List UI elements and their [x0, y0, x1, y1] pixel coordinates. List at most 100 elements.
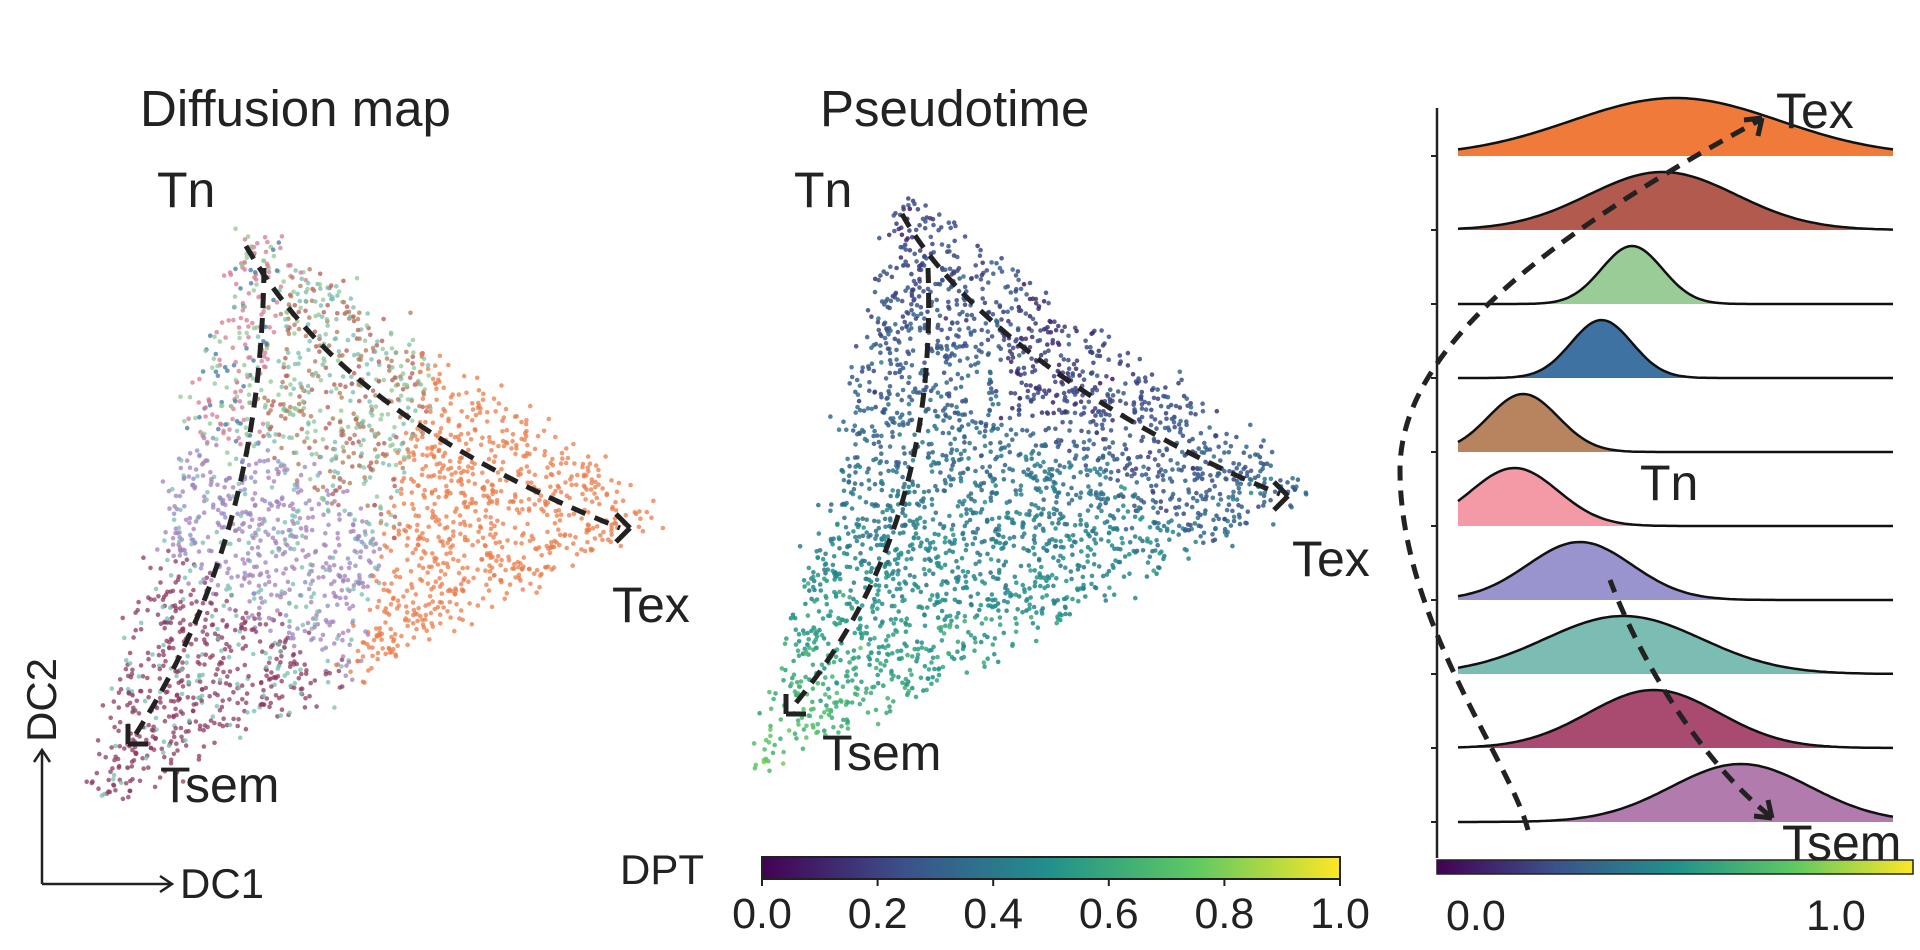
scatter-point — [341, 299, 347, 305]
scatter-point — [208, 718, 214, 723]
scatter-point — [378, 511, 384, 517]
scatter-point — [929, 463, 934, 468]
scatter-point — [458, 521, 463, 527]
scatter-point — [890, 576, 896, 582]
scatter-point — [278, 713, 284, 718]
scatter-point — [325, 404, 331, 410]
scatter-point — [213, 369, 219, 375]
scatter-point — [952, 436, 958, 442]
scatter-point — [546, 416, 552, 422]
scatter-point — [222, 647, 228, 652]
scatter-point — [196, 753, 202, 759]
scatter-point — [525, 521, 530, 527]
scatter-point — [264, 664, 269, 670]
scatter-point — [869, 424, 875, 429]
scatter-point — [855, 686, 860, 692]
scatter-point — [900, 474, 905, 480]
scatter-point — [1271, 522, 1276, 527]
scatter-point — [202, 662, 207, 667]
scatter-point — [388, 443, 393, 449]
scatter-point — [413, 444, 419, 449]
scatter-point — [187, 465, 193, 471]
scatter-point — [288, 382, 293, 387]
scatter-point — [480, 535, 486, 541]
scatter-point — [268, 628, 273, 634]
scatter-point — [896, 674, 901, 680]
scatter-point — [112, 724, 117, 730]
scatter-point — [1071, 361, 1077, 367]
scatter-point — [418, 369, 423, 375]
scatter-point — [1041, 497, 1046, 503]
scatter-point — [1288, 503, 1293, 508]
scatter-point — [883, 583, 889, 589]
scatter-point — [111, 783, 117, 788]
scatter-point — [318, 303, 324, 308]
scatter-point — [268, 379, 274, 384]
scatter-point — [805, 613, 811, 618]
scatter-point — [1121, 391, 1126, 396]
scatter-point — [344, 440, 349, 446]
scatter-point — [375, 650, 381, 656]
scatter-point — [1033, 443, 1039, 448]
scatter-point — [1046, 388, 1052, 393]
scatter-point — [905, 236, 910, 241]
scatter-point — [210, 714, 216, 719]
scatter-point — [1056, 521, 1061, 526]
scatter-point — [210, 365, 215, 371]
scatter-point — [498, 488, 504, 494]
scatter-point — [405, 358, 410, 363]
scatter-point — [286, 263, 291, 268]
scatter-point — [1042, 388, 1047, 394]
scatter-point — [173, 706, 178, 712]
scatter-point — [900, 507, 906, 512]
scatter-point — [239, 683, 245, 688]
scatter-point — [123, 658, 129, 663]
scatter-point — [348, 398, 353, 404]
scatter-point — [558, 512, 564, 517]
scatter-point — [899, 618, 904, 623]
scatter-point — [529, 480, 534, 486]
scatter-point — [368, 460, 374, 466]
scatter-point — [961, 274, 966, 279]
scatter-point — [352, 432, 357, 438]
scatter-point — [376, 431, 381, 436]
scatter-point — [613, 499, 618, 505]
scatter-point — [473, 500, 479, 506]
scatter-point — [939, 638, 945, 643]
scatter-point — [421, 392, 427, 397]
scatter-point — [1085, 508, 1091, 513]
scatter-point — [283, 317, 288, 322]
scatter-point — [351, 370, 357, 376]
scatter-point — [574, 552, 580, 557]
scatter-point — [869, 314, 874, 320]
scatter-point — [226, 475, 232, 481]
scatter-point — [857, 701, 863, 707]
scatter-point — [215, 363, 220, 369]
scatter-point — [217, 708, 223, 713]
scatter-point — [814, 634, 820, 639]
scatter-point — [934, 487, 940, 493]
scatter-point — [369, 357, 374, 362]
scatter-point — [898, 550, 904, 556]
scatter-point — [466, 447, 471, 453]
scatter-point — [810, 662, 816, 668]
scatter-point — [267, 501, 273, 506]
scatter-point — [205, 439, 210, 445]
scatter-point — [1056, 362, 1062, 368]
scatter-point — [239, 583, 245, 588]
scatter-point — [153, 736, 158, 742]
scatter-point — [999, 546, 1004, 551]
scatter-point — [997, 615, 1003, 620]
scatter-point — [1049, 572, 1055, 578]
scatter-point — [911, 519, 916, 525]
scatter-point — [342, 508, 348, 514]
scatter-point — [1086, 429, 1091, 435]
scatter-point — [209, 601, 214, 606]
scatter-point — [1054, 392, 1060, 398]
scatter-point — [218, 403, 224, 409]
scatter-point — [879, 360, 884, 365]
scatter-point — [1222, 530, 1228, 535]
scatter-point — [439, 581, 445, 587]
scatter-point — [389, 581, 394, 586]
scatter-point — [262, 350, 268, 356]
